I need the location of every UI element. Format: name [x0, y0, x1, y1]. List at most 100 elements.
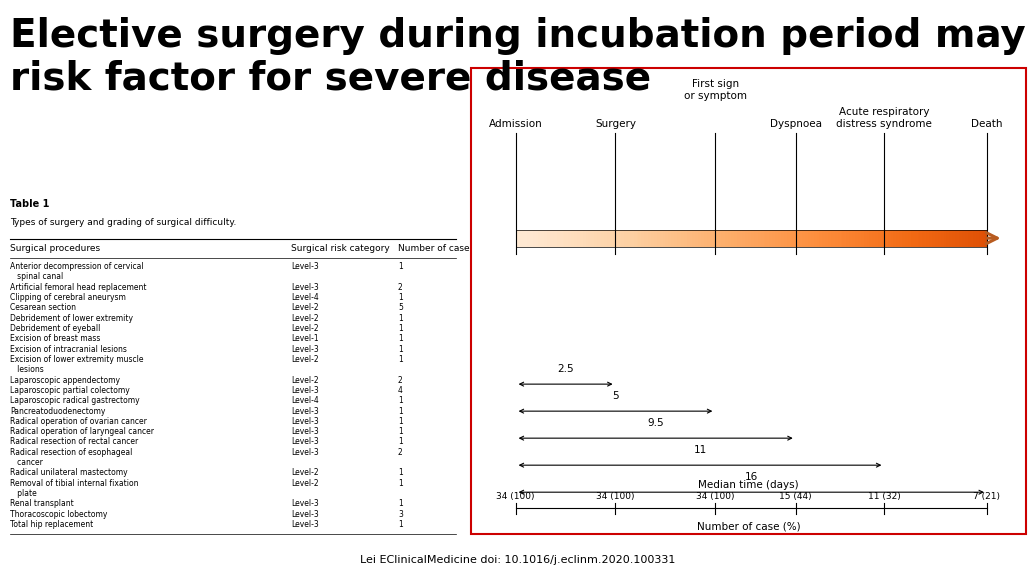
Bar: [555, 230, 557, 247]
Bar: [985, 230, 987, 247]
Bar: [906, 230, 909, 247]
Bar: [797, 230, 799, 247]
Bar: [891, 230, 893, 247]
Bar: [659, 230, 661, 247]
Bar: [803, 230, 805, 247]
Bar: [709, 230, 711, 247]
Bar: [903, 230, 905, 247]
Text: 16: 16: [745, 472, 758, 482]
Bar: [937, 230, 939, 247]
Bar: [858, 230, 860, 247]
Bar: [866, 230, 868, 247]
Bar: [711, 230, 713, 247]
Text: Cesarean section: Cesarean section: [10, 303, 77, 312]
Bar: [869, 230, 871, 247]
Bar: [802, 230, 804, 247]
Bar: [695, 230, 697, 247]
Bar: [767, 230, 769, 247]
Bar: [739, 230, 741, 247]
Bar: [638, 230, 640, 247]
Bar: [794, 230, 796, 247]
Text: 1: 1: [398, 437, 403, 446]
Bar: [519, 230, 521, 247]
Bar: [784, 230, 786, 247]
Bar: [965, 230, 967, 247]
Bar: [660, 230, 662, 247]
Bar: [706, 230, 708, 247]
Bar: [577, 230, 579, 247]
Text: 1: 1: [398, 345, 403, 354]
Bar: [916, 230, 918, 247]
Bar: [712, 230, 714, 247]
Text: spinal canal: spinal canal: [10, 273, 63, 282]
Text: First sign
or symptom: First sign or symptom: [684, 79, 747, 101]
Bar: [523, 230, 525, 247]
Bar: [936, 230, 938, 247]
Text: 7 (21): 7 (21): [974, 492, 1001, 502]
Text: Laparoscopic appendectomy: Laparoscopic appendectomy: [10, 375, 120, 385]
Text: Types of surgery and grading of surgical difficulty.: Types of surgery and grading of surgical…: [10, 218, 237, 227]
Bar: [955, 230, 957, 247]
Text: 1: 1: [398, 262, 403, 271]
Bar: [747, 230, 749, 247]
Bar: [574, 230, 576, 247]
Bar: [672, 230, 674, 247]
Bar: [940, 230, 942, 247]
Text: Level-3: Level-3: [291, 509, 319, 519]
Bar: [915, 230, 917, 247]
Bar: [806, 230, 808, 247]
Bar: [708, 230, 710, 247]
Bar: [875, 230, 877, 247]
Text: lesions: lesions: [10, 365, 45, 374]
Bar: [610, 230, 612, 247]
Text: Number of case: Number of case: [398, 244, 469, 253]
Bar: [963, 230, 966, 247]
Bar: [601, 230, 603, 247]
Text: Level-3: Level-3: [291, 407, 319, 416]
Bar: [563, 230, 565, 247]
Text: Level-2: Level-2: [291, 324, 319, 333]
Bar: [704, 230, 707, 247]
Text: Excision of intracranial lesions: Excision of intracranial lesions: [10, 345, 127, 354]
Bar: [949, 230, 951, 247]
Text: Level-4: Level-4: [291, 293, 319, 302]
Bar: [598, 230, 600, 247]
Bar: [675, 230, 678, 247]
Bar: [529, 230, 531, 247]
Bar: [611, 230, 613, 247]
Bar: [961, 230, 963, 247]
Bar: [931, 230, 934, 247]
Bar: [681, 230, 683, 247]
Bar: [919, 230, 921, 247]
Bar: [572, 230, 574, 247]
Bar: [766, 230, 768, 247]
Bar: [925, 230, 927, 247]
Text: Anterior decompression of cervical: Anterior decompression of cervical: [10, 262, 144, 271]
Bar: [565, 230, 567, 247]
Bar: [818, 230, 821, 247]
Bar: [939, 230, 941, 247]
Bar: [927, 230, 929, 247]
Bar: [715, 230, 717, 247]
Text: 5: 5: [612, 391, 618, 401]
Text: 9.5: 9.5: [648, 418, 664, 428]
Bar: [730, 230, 733, 247]
Bar: [580, 230, 582, 247]
Bar: [954, 230, 956, 247]
Text: 34 (100): 34 (100): [696, 492, 735, 502]
Text: 1: 1: [398, 417, 403, 426]
Bar: [787, 230, 789, 247]
Bar: [684, 230, 686, 247]
Bar: [909, 230, 911, 247]
Text: Death: Death: [971, 119, 1003, 129]
Bar: [811, 230, 813, 247]
Bar: [799, 230, 801, 247]
Bar: [602, 230, 604, 247]
Text: 1: 1: [398, 499, 403, 508]
Bar: [525, 230, 527, 247]
Bar: [698, 230, 700, 247]
Bar: [778, 230, 780, 247]
Text: Surgical procedures: Surgical procedures: [10, 244, 100, 253]
Bar: [533, 230, 536, 247]
Bar: [682, 230, 685, 247]
